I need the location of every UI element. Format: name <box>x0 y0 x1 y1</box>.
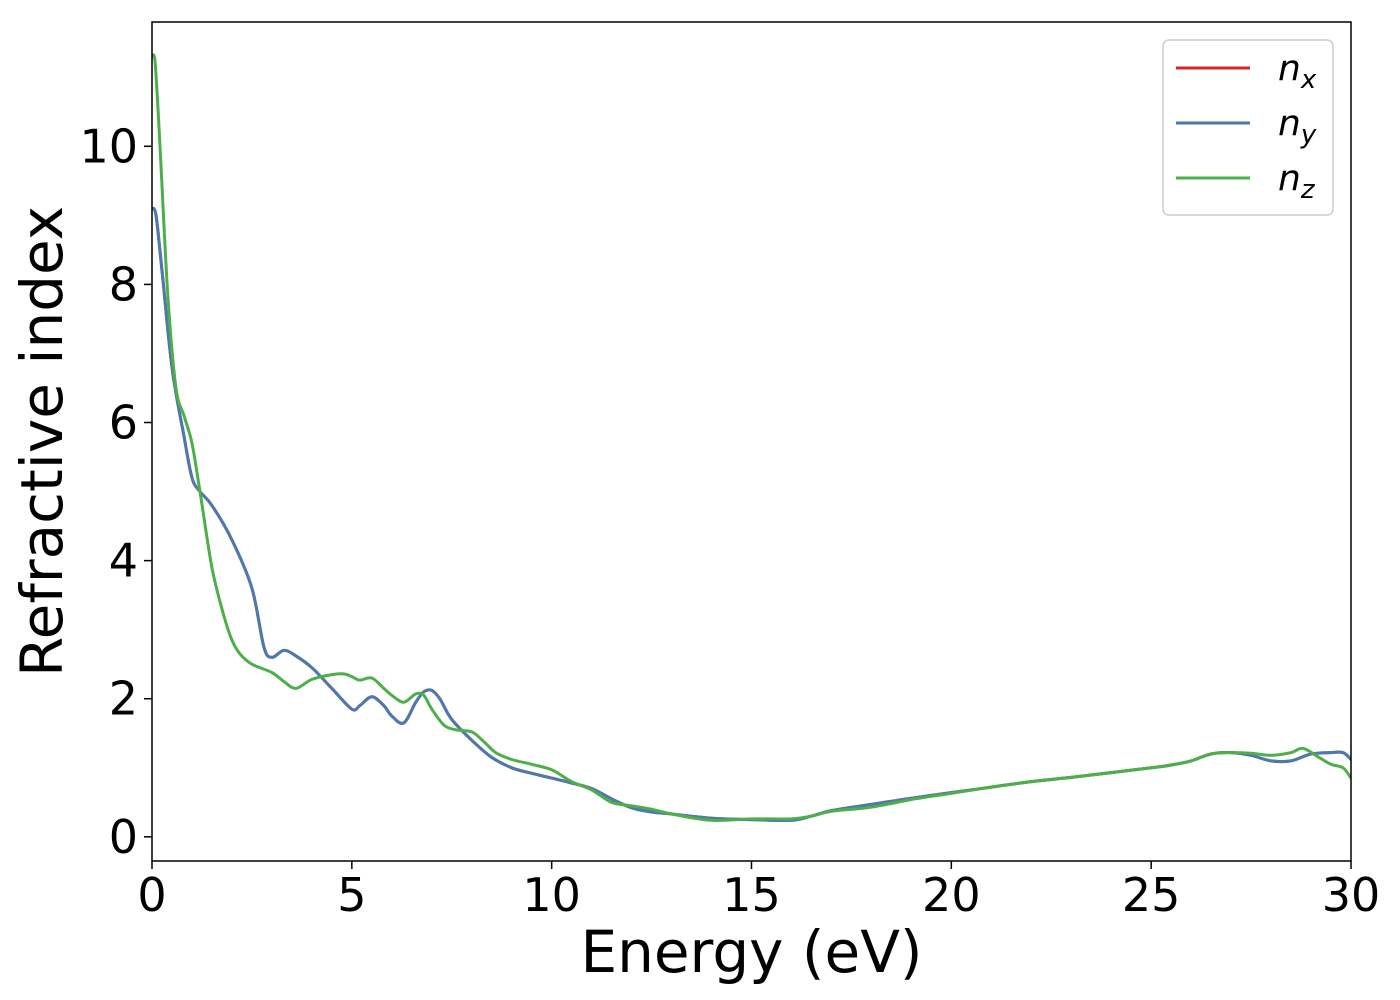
y-tick-label: 10 <box>79 119 138 173</box>
y-axis-label: Refractive index <box>8 206 76 677</box>
series-line-nx <box>152 206 1351 822</box>
y-tick-label: 0 <box>109 810 138 864</box>
x-tick-label: 15 <box>722 868 781 922</box>
y-tick-label: 6 <box>109 396 138 450</box>
y-axis-ticks: 0 2 4 6 8 10 <box>79 119 152 864</box>
x-tick-label: 30 <box>1322 868 1381 922</box>
legend-entry-nz: nz <box>1278 158 1316 205</box>
x-tick-label: 10 <box>522 868 581 922</box>
series-line-ny <box>152 206 1351 822</box>
x-tick-label: 20 <box>922 868 981 922</box>
series-layer <box>152 53 1351 822</box>
legend-box <box>1162 39 1334 216</box>
legend-entry-nx: nx <box>1278 48 1317 95</box>
x-axis-ticks: 0 5 10 15 20 25 30 <box>137 861 1380 922</box>
x-tick-label: 25 <box>1122 868 1181 922</box>
y-tick-label: 4 <box>109 534 138 588</box>
x-tick-label: 5 <box>337 868 366 922</box>
legend: nx ny nz <box>1162 39 1334 216</box>
legend-entry-ny: ny <box>1278 103 1317 150</box>
series-line-nz <box>152 53 1351 822</box>
x-tick-label: 0 <box>137 868 166 922</box>
x-axis-label: Energy (eV) <box>580 918 922 986</box>
y-tick-label: 8 <box>109 257 138 311</box>
y-tick-label: 2 <box>109 672 138 726</box>
